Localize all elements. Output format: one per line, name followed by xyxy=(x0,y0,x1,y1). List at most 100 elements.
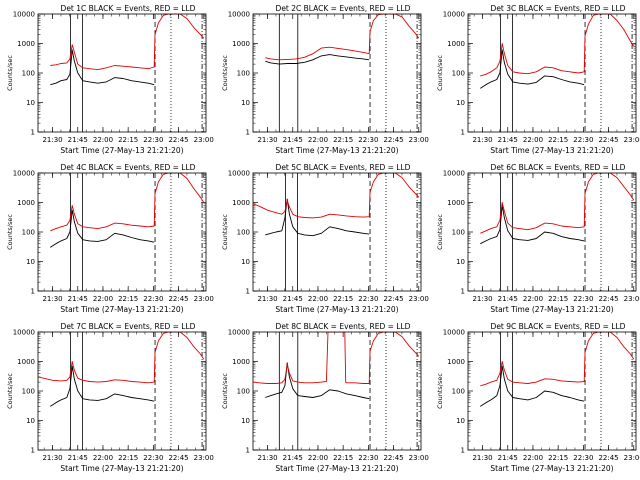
x-tick-label: 22:30 xyxy=(358,136,378,144)
x-tick-label: 23:00 xyxy=(624,454,640,462)
x-axis-label: Start Time (27-May-13 21:21:20) xyxy=(60,146,183,155)
x-tick-label: 21:45 xyxy=(283,295,303,303)
plot-frame xyxy=(37,13,207,133)
red-series-line xyxy=(253,332,420,384)
x-tick-label: 21:45 xyxy=(68,136,88,144)
y-tick-label: 100 xyxy=(452,388,465,396)
x-tick-label: 23:00 xyxy=(409,295,429,303)
y-tick-label: 10000 xyxy=(228,329,250,337)
y-tick-label: 10000 xyxy=(228,170,250,178)
x-tick-label: 21:30 xyxy=(257,136,277,144)
x-tick-label: 22:00 xyxy=(523,295,543,303)
y-tick-label: 100 xyxy=(452,229,465,237)
chart-title: Det 4C BLACK = Events, RED = LLD xyxy=(61,163,196,172)
plot-frame xyxy=(467,331,637,451)
x-tick-label: 21:45 xyxy=(498,136,518,144)
y-tick-label: 10000 xyxy=(443,329,465,337)
black-series-line xyxy=(50,49,155,86)
x-tick-label: 23:00 xyxy=(624,295,640,303)
x-tick-label: 21:30 xyxy=(257,295,277,303)
x-tick-label: 22:30 xyxy=(573,295,593,303)
y-axis-label: Counts/sec xyxy=(436,55,444,91)
red-series-line xyxy=(50,14,205,71)
y-tick-label: 1 xyxy=(246,288,250,296)
y-tick-label: 10 xyxy=(26,258,35,266)
x-tick-label: 21:30 xyxy=(472,136,492,144)
x-tick-label: 22:45 xyxy=(168,295,188,303)
x-tick-label: 23:00 xyxy=(194,454,214,462)
x-axis-label: Start Time (27-May-13 21:21:20) xyxy=(60,464,183,473)
y-tick-label: 1000 xyxy=(232,199,250,207)
chart-title: Det 8C BLACK = Events, RED = LLD xyxy=(276,322,411,331)
x-tick-label: 23:00 xyxy=(194,295,214,303)
red-series-line xyxy=(480,173,635,234)
x-tick-label: 22:00 xyxy=(308,295,328,303)
y-tick-label: 1 xyxy=(246,447,250,455)
x-tick-label: 21:45 xyxy=(68,454,88,462)
x-tick-label: 22:45 xyxy=(383,136,403,144)
black-series-line xyxy=(265,198,370,237)
x-tick-label: 21:30 xyxy=(472,295,492,303)
chart-title: Det 5C BLACK = Events, RED = LLD xyxy=(276,163,411,172)
detector-panel-7: Det 7C BLACK = Events, RED = LLD Counts/s… xyxy=(6,322,214,473)
x-tick-label: 22:00 xyxy=(93,454,113,462)
detector-panel-2: Det 2C BLACK = Events, RED = LLD Counts/s… xyxy=(221,4,429,155)
x-tick-label: 22:45 xyxy=(168,454,188,462)
y-tick-label: 100 xyxy=(22,388,35,396)
x-tick-label: 22:45 xyxy=(383,295,403,303)
x-tick-label: 22:00 xyxy=(308,136,328,144)
x-tick-label: 22:15 xyxy=(333,454,353,462)
x-tick-label: 22:00 xyxy=(93,295,113,303)
x-tick-label: 22:15 xyxy=(333,136,353,144)
series-group xyxy=(38,332,205,407)
x-tick-label: 22:00 xyxy=(93,136,113,144)
series-group xyxy=(265,14,420,65)
y-tick-label: 1000 xyxy=(17,358,35,366)
y-tick-label: 1000 xyxy=(232,358,250,366)
y-tick-label: 100 xyxy=(22,70,35,78)
x-tick-label: 22:45 xyxy=(168,136,188,144)
x-tick-label: 21:30 xyxy=(42,136,62,144)
x-axis-label: Start Time (27-May-13 21:21:20) xyxy=(60,305,183,314)
y-tick-label: 10 xyxy=(241,258,250,266)
x-tick-label: 21:30 xyxy=(472,454,492,462)
x-tick-label: 22:30 xyxy=(143,295,163,303)
x-axis-label: Start Time (27-May-13 21:21:20) xyxy=(275,464,398,473)
x-tick-label: 22:15 xyxy=(548,136,568,144)
chart-title: Det 6C BLACK = Events, RED = LLD xyxy=(491,163,626,172)
black-series-line xyxy=(480,204,585,245)
black-series-line xyxy=(50,209,155,248)
y-tick-label: 100 xyxy=(22,229,35,237)
y-axis-label: Counts/sec xyxy=(6,373,14,409)
x-tick-label: 22:00 xyxy=(523,136,543,144)
series-group xyxy=(253,332,420,400)
y-tick-label: 100 xyxy=(237,388,250,396)
y-tick-label: 1000 xyxy=(17,199,35,207)
red-series-line xyxy=(50,173,205,232)
black-series-line xyxy=(480,365,585,407)
y-axis-label: Counts/sec xyxy=(436,214,444,250)
y-tick-label: 10 xyxy=(456,258,465,266)
detector-panel-8: Det 8C BLACK = Events, RED = LLD Counts/s… xyxy=(221,322,429,473)
y-axis-label: Counts/sec xyxy=(221,214,229,250)
red-series-line xyxy=(38,332,205,384)
x-tick-label: 21:30 xyxy=(42,295,62,303)
x-tick-label: 22:30 xyxy=(143,136,163,144)
x-tick-label: 22:30 xyxy=(573,136,593,144)
x-tick-label: 23:00 xyxy=(409,136,429,144)
x-axis-label: Start Time (27-May-13 21:21:20) xyxy=(275,305,398,314)
x-axis-label: Start Time (27-May-13 21:21:20) xyxy=(275,146,398,155)
y-tick-label: 1 xyxy=(461,288,465,296)
y-tick-label: 1 xyxy=(31,288,35,296)
plot-frame xyxy=(252,13,422,133)
x-tick-label: 22:45 xyxy=(598,295,618,303)
chart-title: Det 9C BLACK = Events, RED = LLD xyxy=(491,322,626,331)
x-axis-label: Start Time (27-May-13 21:21:20) xyxy=(490,146,613,155)
y-tick-label: 1000 xyxy=(232,40,250,48)
plot-frame xyxy=(37,172,207,292)
plot-frame xyxy=(467,172,637,292)
detector-panel-3: Det 3C BLACK = Events, RED = LLD Counts/s… xyxy=(436,4,640,155)
chart-title: Det 7C BLACK = Events, RED = LLD xyxy=(61,322,196,331)
detector-panel-5: Det 5C BLACK = Events, RED = LLD Counts/s… xyxy=(221,163,429,314)
